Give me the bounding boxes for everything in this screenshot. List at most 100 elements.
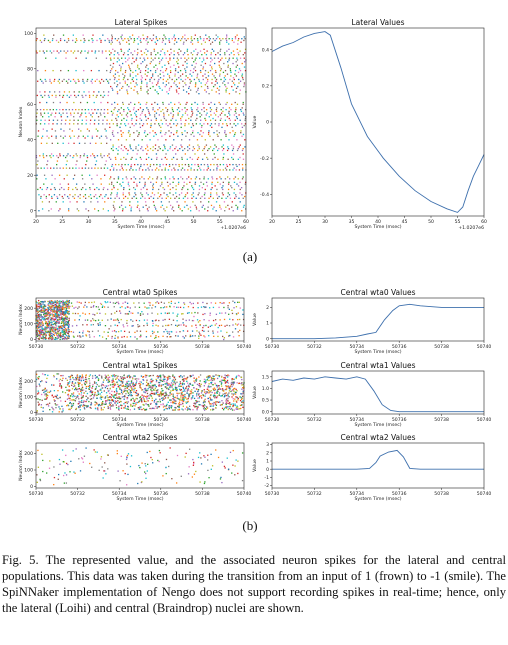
wta1-spikes-spike [171,405,173,407]
wta0-spikes-spike [121,306,123,308]
wta0-spikes-spike [62,326,64,328]
lateral-spikes-spike [184,130,186,132]
wta1-spikes-spike [180,394,182,396]
wta0-spikes-spike [36,305,38,307]
wta1-spikes-spike [140,387,142,389]
wta0-spikes-spike [51,308,53,311]
lateral-spikes-spike [201,61,203,63]
wta0-spikes-spike [128,331,130,333]
lateral-spikes-spike [134,69,137,72]
wta0-spikes-spike [77,307,79,310]
lateral-spikes-spike [130,82,132,84]
lateral-spikes-spike [125,158,127,160]
lateral-spikes-spike [229,68,232,70]
lateral-spikes-spike [237,148,239,150]
lateral-spikes-spike [189,69,192,72]
wta1-spikes-spike [222,390,224,392]
lateral-spikes-spike [199,116,201,118]
lateral-spikes-spike [121,34,123,36]
lateral-spikes-spike [175,153,177,155]
lateral-spikes-spike [37,80,39,82]
lateral-spikes-spike [161,169,163,171]
lateral-spikes-spike [130,148,132,150]
wta1-spikes-spike [124,396,126,398]
lateral-spikes-spike [214,39,216,42]
lateral-spikes-spike [133,41,135,43]
wta1-spikes-spike [162,389,164,392]
wta1-spikes-spike [135,394,137,397]
wta0-spikes-spike [170,300,173,303]
wta0-spikes-spike [242,309,244,311]
lateral-spikes-spike [146,107,148,109]
lateral-spikes-spike [184,124,186,127]
wta1-spikes-spike [198,376,200,378]
lateral-spikes-spike [198,93,200,95]
wta0-spikes-spike [64,324,66,326]
lateral-spikes-spike [242,169,244,171]
wta0-spikes-spike [117,330,120,333]
wta1-spikes-spike [232,403,234,405]
lateral-spikes-spike [131,197,133,199]
lateral-spikes-spike [97,210,100,212]
wta1-spikes-spike [96,376,98,378]
lateral-spikes-spike [72,156,74,159]
wta1-spikes-spike [174,409,176,411]
lateral-spikes-spike [192,146,195,148]
lateral-spikes-spike [159,87,161,90]
wta0-spikes-spike [36,322,38,324]
lateral-spikes-spike [203,153,206,155]
wta0-spikes-spike [63,329,66,331]
lateral-spikes-spike [236,64,239,66]
wta1-spikes-spike [66,398,69,400]
lateral-spikes-spike [132,149,134,152]
lateral-spikes-spike [59,38,62,40]
lateral-spikes-spike [176,158,178,160]
lateral-spikes-spike [95,160,98,162]
wta0-spikes-spike [80,336,82,338]
lateral-spikes-spike [167,149,169,152]
wta0-spikes-spike [41,301,43,303]
wta0-spikes-spike [66,338,68,340]
wta1-spikes-spike [154,383,156,386]
wta1-spikes-spike [214,388,217,391]
lateral-spikes-spike [230,75,232,77]
wta0-spikes-spike [77,312,79,315]
wta0-spikes-spike [41,311,44,313]
wta1-spikes-spike [225,375,228,377]
wta1-spikes-spike [176,392,178,394]
lateral-spikes-spike [195,119,197,121]
wta1-spikes-spike [78,376,81,378]
lateral-spikes-spike [91,167,93,169]
wta1-spikes-spike [227,382,230,384]
wta0-spikes-spike [127,313,130,315]
lateral-spikes-spike [225,38,227,40]
wta1-spikes-spike [178,404,180,406]
lateral-spikes-spike [76,155,78,157]
lateral-spikes-spike [110,194,112,196]
wta0-spikes-spike [157,331,159,333]
wta0-spikes-spike [124,301,126,303]
wta0-spikes-spike [44,337,47,339]
wta0-spikes-spike [49,333,51,336]
wta0-spikes-spike [48,315,51,317]
lateral-spikes-spike [144,181,146,184]
lateral-spikes-spike [183,206,186,208]
lateral-spikes-spike [162,101,164,104]
wta1-spikes-spike [90,403,92,406]
wta0-spikes-spike [88,331,90,333]
lateral-spikes-spike [124,57,127,59]
lateral-spikes-spike [129,146,131,148]
wta1-spikes-spike [180,399,182,401]
wta0-spikes-spike [45,312,47,314]
lateral-spikes-spike [119,43,121,45]
wta1-spikes-spike [139,399,142,401]
wta1-spikes-spike [152,379,154,382]
wta1-spikes-spike [144,391,146,394]
wta0-spikes-spike [66,315,68,318]
wta0-spikes-spike [99,312,101,315]
wta1-spikes-spike [227,408,229,411]
lateral-spikes-spike [147,210,149,212]
wta0-spikes-spike [58,328,60,330]
wta0-spikes-marks [35,299,245,341]
lateral-spikes-spike [54,130,57,132]
